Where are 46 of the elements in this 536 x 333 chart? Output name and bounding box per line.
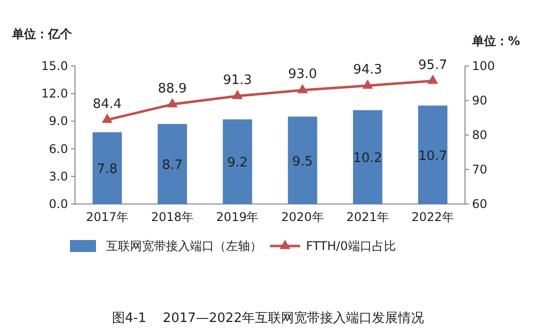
y2-tick-label: 100 [472, 59, 495, 73]
y-tick-label: 12.0 [41, 86, 68, 101]
y-tick-label: 3.0 [48, 169, 68, 184]
text: 8.7 [162, 158, 183, 173]
bar [92, 132, 122, 204]
y2-tick-label: 90 [472, 94, 488, 108]
x-tick-label: 2017年 [86, 210, 128, 224]
legend-label: 互联网宽带接入端口（左轴） [106, 239, 262, 253]
x-tick-label: 2022年 [412, 210, 454, 224]
y-axis-title: 单位：亿个 [11, 27, 73, 41]
y-tick-label: 6.0 [48, 142, 68, 156]
y2-tick-label: 70 [472, 162, 488, 176]
y-tick-label: 0.0 [48, 197, 68, 211]
point [232, 90, 243, 100]
x-tick-label: 2018年 [151, 210, 194, 224]
x-tick-label: 2019年 [216, 210, 259, 224]
text: 7.8 [96, 162, 118, 178]
text: 93.0 [288, 67, 318, 82]
point [362, 79, 374, 89]
text: 91.3 [222, 73, 252, 88]
point [427, 74, 438, 84]
y2-tick-label: 80 [472, 128, 488, 142]
text: 88.9 [158, 81, 187, 96]
text: 94.3 [353, 62, 382, 78]
bar [158, 124, 187, 204]
text: 10.2 [353, 151, 382, 166]
text: 84.4 [92, 96, 122, 112]
x-tick-label: 2020年 [281, 210, 324, 224]
y-tick-label: 15.0 [41, 59, 68, 73]
bar [353, 110, 382, 204]
point [166, 98, 178, 108]
text: 9.2 [227, 156, 248, 171]
text: 95.7 [418, 58, 448, 73]
text: 9.5 [292, 154, 313, 170]
bar [288, 116, 318, 204]
text: 图4-1 2017—2022年互联网宽带接入端口发展情况 [112, 310, 424, 326]
bar [418, 106, 448, 204]
point [297, 84, 308, 94]
text: 10.7 [418, 148, 448, 164]
legend-label: FTTH/0端口占比 [306, 239, 396, 253]
y2-axis-title: 单位：% [470, 34, 520, 48]
y2-tick-label: 60 [472, 197, 488, 211]
y-tick-label: 9.0 [48, 114, 68, 128]
point [102, 114, 113, 123]
x-tick-label: 2021年 [346, 210, 389, 224]
bar [222, 119, 252, 204]
